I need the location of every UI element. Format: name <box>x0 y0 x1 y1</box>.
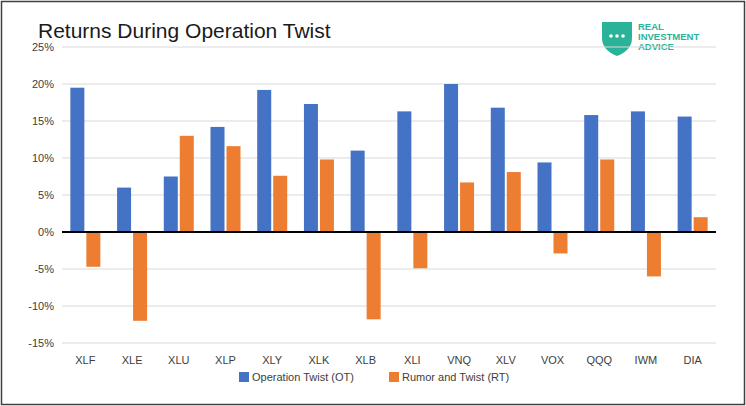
x-tick-label: DIA <box>683 354 702 366</box>
bar <box>257 90 271 232</box>
x-tick-label: XLE <box>122 354 143 366</box>
bar <box>678 117 692 232</box>
logo: REALINVESTMENTADVICE <box>602 21 699 56</box>
grid-line <box>62 84 716 85</box>
zero-line <box>62 231 716 233</box>
bar <box>584 115 598 232</box>
legend-swatch <box>239 372 249 382</box>
chart: Returns During Operation Twist REALINVEST… <box>0 0 746 406</box>
bar <box>227 146 241 232</box>
bar <box>460 182 474 232</box>
bar <box>70 88 84 232</box>
bar <box>367 232 381 319</box>
bar <box>164 177 178 233</box>
x-tick-label: XLU <box>168 354 189 366</box>
grid-line <box>62 158 716 159</box>
bar <box>211 127 225 232</box>
y-tick-label: 15% <box>32 115 54 127</box>
grid-line <box>62 306 716 307</box>
bar <box>351 151 365 232</box>
grid-line <box>62 343 716 344</box>
logo-dot <box>609 34 613 38</box>
y-tick-label: -15% <box>28 337 54 349</box>
bar <box>694 217 708 232</box>
x-tick-label: VOX <box>541 354 565 366</box>
y-tick-label: -5% <box>34 263 54 275</box>
y-tick-label: 20% <box>32 78 54 90</box>
x-tick-label: IWM <box>635 354 658 366</box>
bar <box>397 111 411 232</box>
legend-label: Rumor and Twist (RT) <box>402 371 509 383</box>
bar <box>491 108 505 232</box>
bar <box>507 172 521 232</box>
title: Returns During Operation Twist <box>38 19 331 42</box>
y-tick-label: 25% <box>32 41 54 53</box>
bar <box>304 104 318 232</box>
bar <box>273 176 287 232</box>
bar <box>413 232 427 268</box>
x-tick-label: XLB <box>355 354 376 366</box>
bar <box>554 232 568 253</box>
bar <box>538 162 552 232</box>
legend: Operation Twist (OT) Rumor and Twist (RT) <box>239 371 509 383</box>
x-tick-label: XLF <box>75 354 95 366</box>
bars <box>70 84 707 321</box>
x-tick-label: XLI <box>404 354 421 366</box>
logo-dot <box>621 34 625 38</box>
legend-label: Operation Twist (OT) <box>252 371 354 383</box>
x-tick-label: XLP <box>215 354 236 366</box>
logo-shield <box>602 22 632 56</box>
grid-line <box>62 121 716 122</box>
bar <box>86 232 100 267</box>
logo-dot <box>615 34 619 38</box>
bar <box>444 84 458 232</box>
x-tick-label: QQQ <box>586 354 612 366</box>
x-tick-label: VNQ <box>447 354 471 366</box>
y-tick-label: -10% <box>28 300 54 312</box>
x-tick-label: XLY <box>262 354 283 366</box>
bar <box>133 232 147 321</box>
x-tick-label: XLK <box>309 354 330 366</box>
x-tick-label: XLV <box>496 354 517 366</box>
grid-line <box>62 232 716 233</box>
bar <box>631 111 645 232</box>
bar <box>320 159 334 232</box>
bar <box>180 136 194 232</box>
y-tick-label: 5% <box>38 189 54 201</box>
grid-line <box>62 47 716 48</box>
grid-line <box>62 195 716 196</box>
bar <box>647 232 661 276</box>
frame <box>2 2 745 405</box>
y-tick-label: 0% <box>38 226 54 238</box>
bar <box>117 188 131 232</box>
grid-line <box>62 269 716 270</box>
y-tick-label: 10% <box>32 152 54 164</box>
legend-swatch <box>389 372 399 382</box>
bar <box>600 159 614 232</box>
